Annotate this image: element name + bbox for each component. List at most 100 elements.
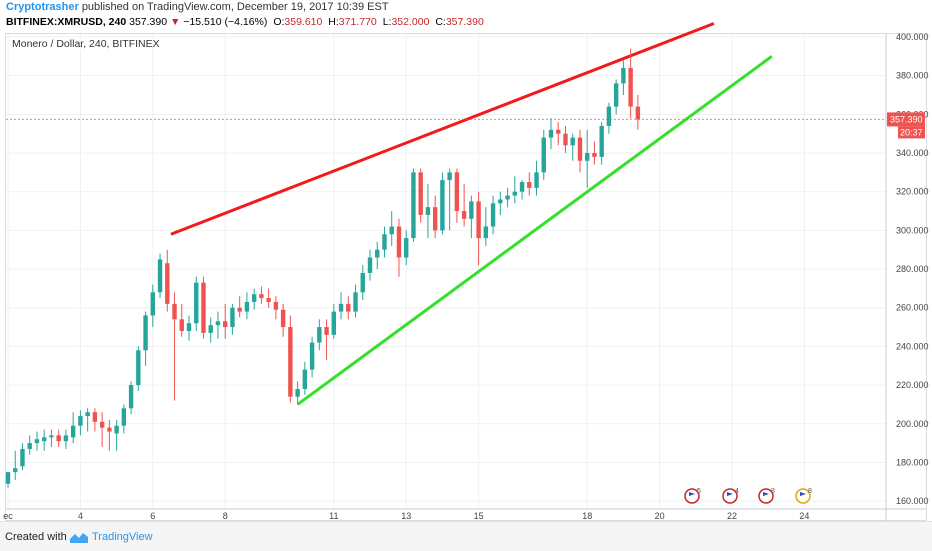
candle-body <box>512 191 517 196</box>
candle-body <box>85 412 90 417</box>
candle-body <box>338 303 344 312</box>
trend-lines[interactable] <box>170 22 773 406</box>
candle-body <box>230 307 235 328</box>
candle-body <box>592 153 597 157</box>
candle-body <box>309 342 315 370</box>
last-price-label: 357.390 <box>890 114 923 124</box>
event-flag-icon[interactable] <box>795 488 811 504</box>
candle-body <box>447 172 452 181</box>
publish-info: Cryptotrasher published on TradingView.c… <box>6 1 389 15</box>
candle-body <box>121 408 127 426</box>
tradingview-link[interactable]: TradingView <box>92 531 153 543</box>
event-count: 5 <box>697 488 701 495</box>
candle-body <box>382 234 387 250</box>
y-tick-label: 300.000 <box>896 225 929 235</box>
candle-body <box>259 294 264 299</box>
y-tick-label: 240.000 <box>896 341 929 351</box>
candle-body <box>295 388 300 397</box>
timer-box <box>898 126 925 139</box>
candle-body <box>273 301 279 310</box>
candle-body <box>635 106 641 120</box>
candle-body <box>49 435 54 438</box>
x-tick-label: 6 <box>150 511 155 521</box>
candle-body <box>411 172 416 239</box>
candle-body <box>548 129 554 138</box>
y-tick-label: 260.000 <box>896 303 929 313</box>
candle-body <box>201 282 206 333</box>
candle-body <box>63 435 69 442</box>
axes: 160.000 180.000 200.000 220.000 240.000 260.0… <box>3 32 929 521</box>
candle-body <box>42 437 47 442</box>
grid <box>6 34 886 509</box>
candle-body <box>99 421 105 428</box>
candle-body <box>621 67 626 84</box>
candle-body <box>251 294 257 302</box>
flag-icon <box>763 492 769 499</box>
candle-body <box>143 315 148 351</box>
candle-body <box>353 292 358 312</box>
candle-body <box>375 249 380 258</box>
candle-body <box>418 172 423 215</box>
candle-body <box>563 133 568 146</box>
candle-body <box>288 327 293 397</box>
events[interactable]: 5 4 8 8 <box>684 488 812 504</box>
chart-title: Monero / Dollar, 240, BITFINEX <box>12 38 160 50</box>
candle-body <box>389 226 394 235</box>
candle-body <box>432 207 438 231</box>
candle-body <box>483 226 489 239</box>
trend-line-upper[interactable] <box>170 22 715 236</box>
y-tick-label: 280.000 <box>896 264 929 274</box>
candle-body <box>223 321 228 328</box>
candle-body <box>157 259 163 293</box>
candle-body <box>425 207 431 215</box>
candle-body <box>107 427 112 432</box>
timer-label: 20:37 <box>900 127 923 137</box>
chart-frame[interactable] <box>5 33 927 521</box>
x-tick-label: 8 <box>223 511 228 521</box>
y-tick-label: 400.000 <box>896 32 929 42</box>
candle-body <box>280 309 286 328</box>
trend-line-lower[interactable] <box>296 55 773 406</box>
high-value: 371.770 <box>338 16 377 28</box>
price-chart[interactable]: 160.000 180.000 200.000 220.000 240.000 260.0… <box>0 0 932 521</box>
change-value: −15.510 (−4.16%) <box>183 16 268 28</box>
last-price-box <box>887 112 925 127</box>
y-tick-label: 320.000 <box>896 187 929 197</box>
candle-body <box>165 263 170 304</box>
candle-body <box>237 307 242 312</box>
candle-body <box>476 201 481 239</box>
footer: Created with TradingView <box>0 521 932 551</box>
x-tick-label: 20 <box>655 511 665 521</box>
candle-body <box>194 282 199 324</box>
y-tick-label: 380.000 <box>896 71 929 81</box>
candle-body <box>606 106 612 126</box>
candle-body <box>505 195 510 200</box>
open-value: 359.610 <box>284 16 323 28</box>
x-tick-label: 13 <box>401 511 411 521</box>
event-flag-icon[interactable] <box>722 488 738 504</box>
x-tick-label: 24 <box>799 511 809 521</box>
x-tick-label: 18 <box>582 511 592 521</box>
candle-body <box>527 182 532 188</box>
candle-body <box>179 319 184 331</box>
author-link[interactable]: Cryptotrasher <box>6 1 79 13</box>
candle-body <box>490 203 496 227</box>
candle-body <box>92 412 98 422</box>
close-value: 357.390 <box>445 16 484 28</box>
low-value: 352.000 <box>391 16 430 28</box>
tradingview-logo-icon <box>70 533 88 543</box>
candle-body <box>114 425 119 434</box>
y-tick-label: 180.000 <box>896 457 929 467</box>
candle-body <box>599 125 604 157</box>
candle-body <box>186 323 192 331</box>
candle-body <box>360 272 365 293</box>
candle-body <box>570 137 575 146</box>
published-text: published on TradingView.com, December 1… <box>81 1 389 13</box>
event-flag-icon[interactable] <box>758 488 774 504</box>
candle-body <box>404 238 409 258</box>
candle-body <box>136 350 141 386</box>
event-count: 8 <box>808 488 812 495</box>
symbol-label: BITFINEX:XMRUSD, 240 <box>6 16 127 28</box>
event-flag-icon[interactable] <box>684 488 700 504</box>
candle-body <box>5 472 11 484</box>
